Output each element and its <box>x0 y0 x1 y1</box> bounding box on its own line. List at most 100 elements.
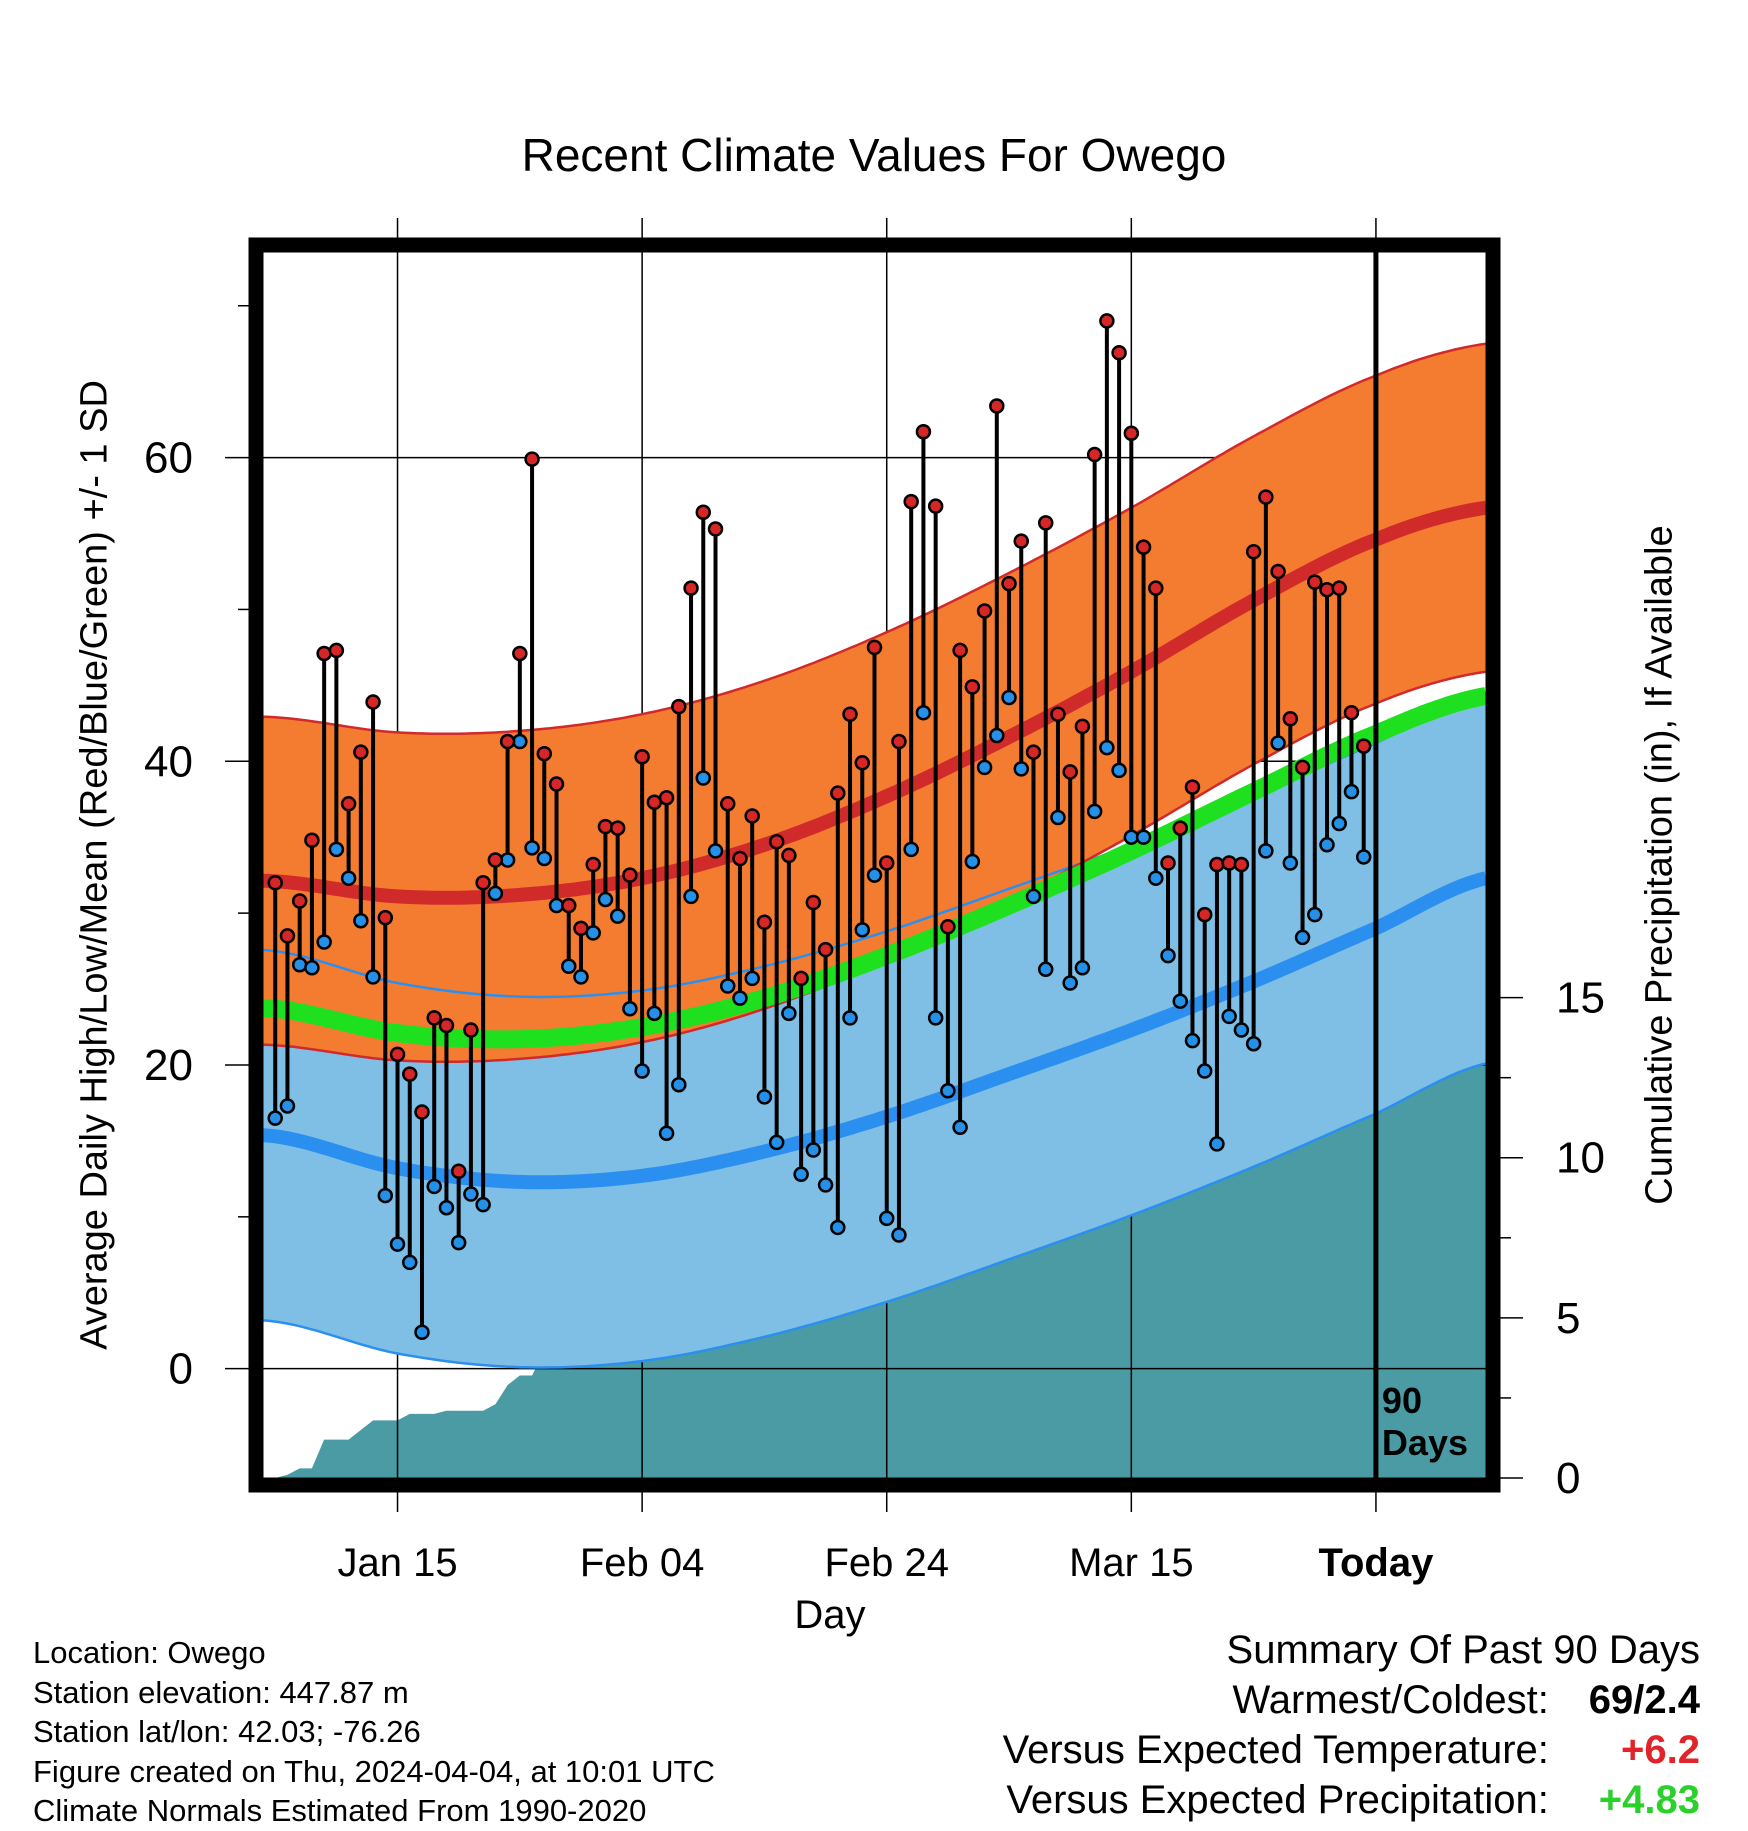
daily-low-point <box>915 704 932 721</box>
daily-high-point <box>707 521 724 537</box>
daily-low-point <box>1172 993 1188 1009</box>
x-axis-label: Day <box>794 1593 866 1637</box>
right-axis-tick-labels: 0 5 10 15 <box>1556 974 1605 1503</box>
daily-low-point <box>450 1234 467 1251</box>
daily-low-point <box>622 1001 638 1017</box>
daily-high-point <box>512 645 528 662</box>
daily-high-point <box>793 970 809 987</box>
daily-high-point <box>744 808 760 824</box>
y-tick-label: 20 <box>144 1041 193 1090</box>
daily-high-point <box>1160 855 1176 871</box>
summary-precip-row: Versus Expected Precipitation: +4.83 <box>1003 1775 1700 1825</box>
daily-high-point <box>683 580 699 596</box>
daily-low-point <box>683 888 699 905</box>
daily-high-point <box>805 894 822 911</box>
daily-high-point <box>267 875 283 891</box>
daily-high-point <box>842 706 858 722</box>
temp-anomaly-value: +6.2 <box>1621 1728 1700 1772</box>
y2-tick-label: 15 <box>1556 974 1605 1023</box>
daily-low-point <box>1221 1008 1237 1025</box>
precip-anomaly-label: Versus Expected Precipitation: <box>1006 1778 1549 1822</box>
daily-high-point <box>756 914 773 930</box>
y-tick-label: 60 <box>144 434 193 483</box>
daily-low-point <box>1282 855 1299 871</box>
daily-low-point <box>365 969 381 985</box>
daily-low-point <box>1062 975 1078 991</box>
daily-low-point <box>707 843 724 859</box>
daily-low-point <box>768 1134 785 1151</box>
daily-low-point <box>866 867 883 883</box>
daily-low-point <box>744 970 760 987</box>
daily-high-points <box>267 313 1372 1180</box>
daily-high-point <box>1099 313 1115 329</box>
daily-low-point <box>658 1125 675 1142</box>
daily-high-point <box>1111 345 1127 361</box>
daily-high-point <box>1135 539 1152 555</box>
daily-high-point <box>389 1046 406 1063</box>
daily-high-point <box>622 867 638 883</box>
location-text: Location: Owego <box>33 1635 266 1670</box>
daily-low-point <box>903 841 919 858</box>
daily-low-point <box>475 1196 491 1213</box>
daily-high-point <box>1294 759 1311 776</box>
today-marker-label-unit: Days <box>1382 1422 1468 1463</box>
summary-warm-cold-row: Warmest/Coldest: 69/2.4 <box>1003 1675 1701 1725</box>
daily-high-point <box>903 493 919 510</box>
created-text: Figure created on Thu, 2024-04-04, at 10… <box>33 1753 715 1789</box>
daily-high-point <box>964 679 981 695</box>
daily-high-point <box>1013 533 1030 549</box>
daily-high-point <box>989 398 1005 414</box>
daily-high-point <box>438 1017 455 1034</box>
daily-low-point <box>1025 888 1042 905</box>
warm-cold-label: Warmest/Coldest: <box>1232 1678 1549 1722</box>
daily-high-point <box>1184 779 1201 795</box>
daily-high-point <box>952 642 968 659</box>
daily-high-point <box>878 855 895 871</box>
daily-high-point <box>328 642 345 659</box>
daily-high-point <box>1282 711 1299 727</box>
daily-high-point <box>304 832 320 848</box>
daily-low-point <box>1135 829 1152 845</box>
daily-high-point <box>573 920 589 937</box>
daily-high-point <box>1037 515 1054 531</box>
normal-low-line <box>263 871 1486 1190</box>
temp-anomaly-label: Versus Expected Temperature: <box>1002 1728 1549 1772</box>
daily-high-point <box>1221 855 1237 871</box>
daily-high-point <box>1086 446 1103 463</box>
daily-high-point <box>1001 575 1017 592</box>
daily-low-point <box>1331 815 1347 832</box>
daily-low-point <box>940 1083 956 1099</box>
daily-low-point <box>756 1089 773 1105</box>
daily-low-point <box>1099 739 1115 756</box>
daily-high-point <box>891 733 907 750</box>
daily-low-point <box>854 922 871 938</box>
daily-high-point <box>817 941 834 958</box>
daily-low-point <box>340 870 357 886</box>
daily-low-point <box>377 1187 394 1204</box>
y2-tick-label: 0 <box>1556 1454 1580 1503</box>
daily-low-point <box>634 1063 650 1079</box>
x-tick-label: Today <box>1319 1541 1435 1585</box>
daily-low-point <box>964 853 981 870</box>
daily-high-point <box>634 748 650 765</box>
daily-low-point <box>732 990 748 1006</box>
daily-high-point <box>1355 738 1372 754</box>
daily-high-point <box>1258 489 1274 505</box>
daily-low-point <box>781 1005 797 1022</box>
daily-high-point <box>536 745 553 762</box>
daily-low-point <box>805 1142 822 1158</box>
daily-low-point <box>536 850 553 867</box>
daily-high-point <box>1233 856 1250 873</box>
daily-high-point <box>1050 706 1066 722</box>
daily-low-point <box>402 1254 418 1271</box>
daily-high-point <box>340 796 357 812</box>
daily-low-point <box>561 958 577 975</box>
x-tick-label: Mar 15 <box>1069 1541 1194 1585</box>
daily-high-point <box>450 1163 467 1180</box>
daily-low-points <box>267 689 1372 1340</box>
left-axis-tick-labels: 0 20 40 60 <box>144 434 193 1394</box>
y2-tick-label: 5 <box>1556 1294 1580 1343</box>
daily-high-point <box>1307 574 1323 590</box>
daily-low-point <box>1037 961 1054 978</box>
